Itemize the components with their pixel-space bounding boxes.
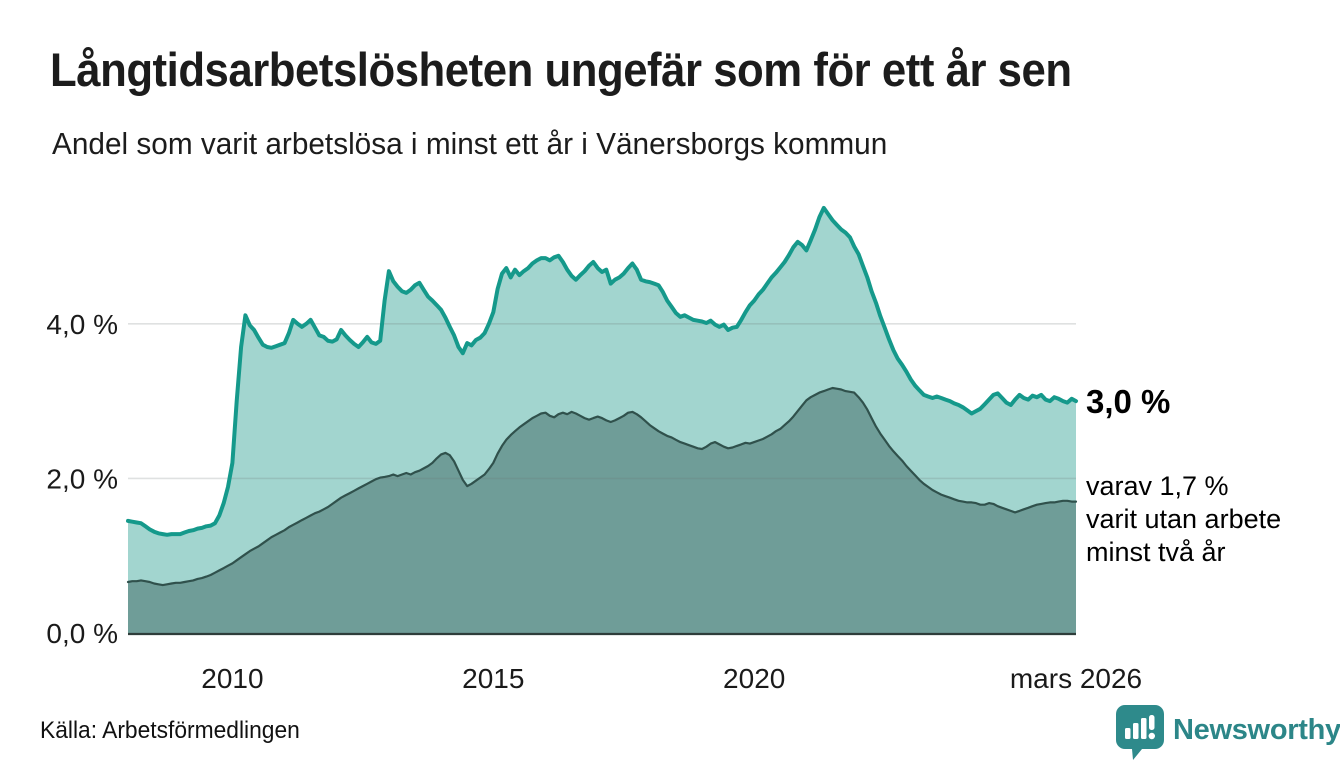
x-axis-tick-label: 2015 (462, 663, 524, 694)
sub-value-line: varit utan arbete (1086, 504, 1282, 534)
x-axis-tick-label: 2010 (201, 663, 263, 694)
sub-value-line: varav 1,7 % (1086, 471, 1229, 501)
sub-value-line: minst två år (1086, 537, 1226, 567)
page-title: Långtidsarbetslösheten ungefär som för e… (50, 43, 1072, 96)
series-line (126, 386, 1078, 587)
brand-name: Newsworthy (1173, 714, 1340, 746)
sub-value-annotation: varav 1,7 % varit utan arbete minst två … (1086, 470, 1281, 569)
x-axis-tick-label: mars 2026 (1010, 663, 1142, 694)
brand-logo: Newsworthy (1116, 705, 1340, 760)
source-credit: Källa: Arbetsförmedlingen (40, 717, 300, 744)
series-line (126, 205, 1078, 537)
area-fill (128, 388, 1076, 633)
y-axis-tick-label: 4,0 % (46, 309, 118, 340)
x-axis-tick-label: 2020 (723, 663, 785, 694)
end-value-label: 3,0 % (1086, 383, 1171, 420)
y-axis-tick-label: 0,0 % (46, 618, 118, 649)
y-axis-tick-label: 2,0 % (46, 463, 118, 494)
page-subtitle: Andel som varit arbetslösa i minst ett å… (52, 126, 888, 161)
newsworthy-speech-bubble-bar-chart-icon (1116, 705, 1164, 760)
